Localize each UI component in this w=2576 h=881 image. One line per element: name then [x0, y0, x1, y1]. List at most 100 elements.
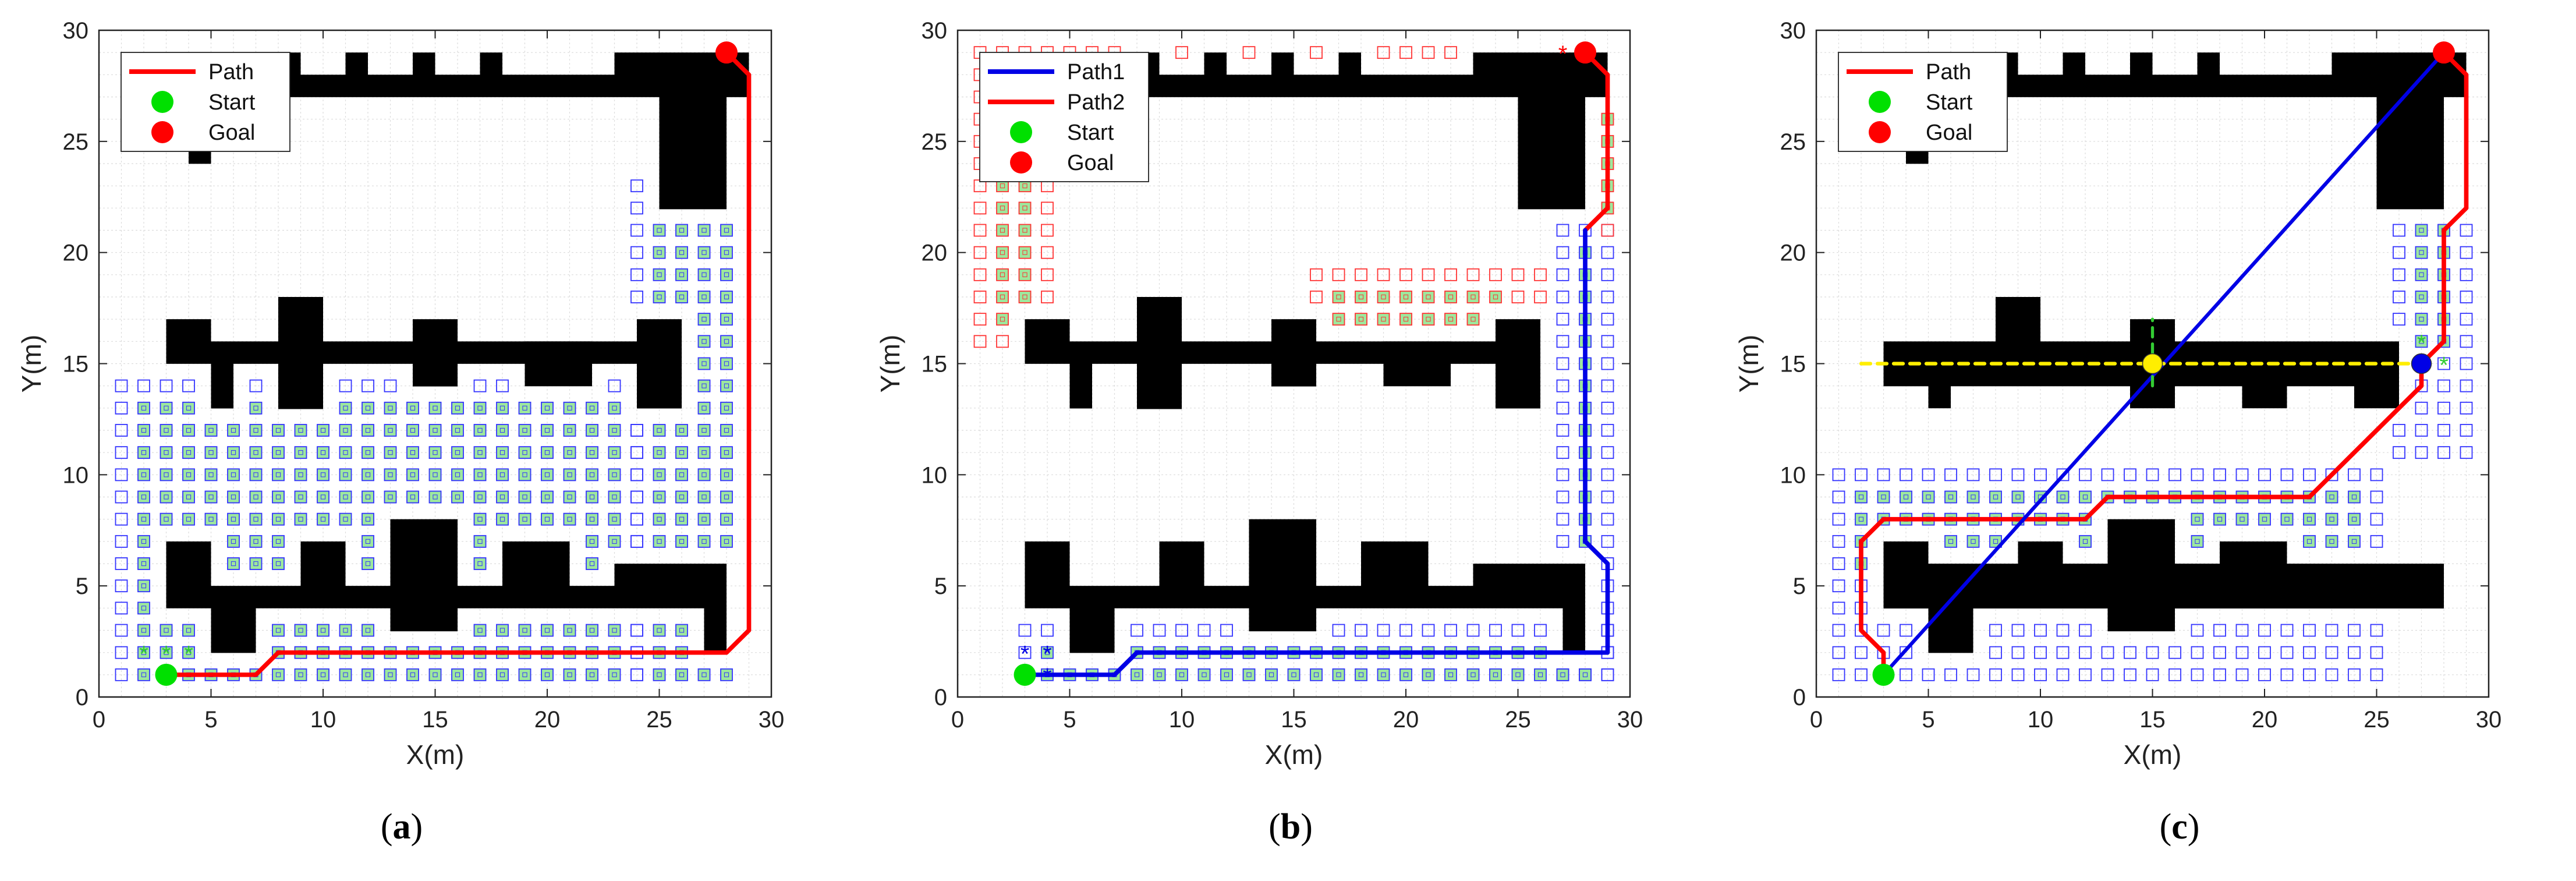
- closed-node-inner: [410, 672, 416, 677]
- open-node-marker: [1989, 646, 2002, 659]
- closed-node-inner: [522, 628, 527, 633]
- open-node-marker: [2235, 468, 2249, 482]
- open-node-marker: [1966, 668, 1980, 681]
- closed-node-inner: [679, 628, 685, 633]
- closed-node-marker: [675, 246, 688, 259]
- closed-node-inner: [589, 561, 595, 567]
- closed-node-marker: [496, 624, 509, 637]
- closed-node-marker: [1332, 668, 1345, 681]
- closed-node-inner: [724, 317, 729, 322]
- closed-node-inner: [679, 516, 685, 522]
- closed-node-marker: [653, 446, 666, 459]
- closed-node-marker: [249, 424, 263, 437]
- closed-node-inner: [724, 294, 729, 300]
- closed-node-marker: [675, 224, 688, 237]
- open-node-marker: [630, 512, 643, 526]
- closed-node-inner: [186, 450, 192, 455]
- closed-node-inner: [2217, 516, 2223, 522]
- obstacle: [1271, 319, 1316, 387]
- open-node-marker: [2034, 668, 2047, 681]
- closed-node-inner: [1358, 317, 1364, 322]
- closed-node-marker: [541, 401, 554, 415]
- obstacle: [278, 297, 323, 409]
- closed-node-inner: [208, 472, 214, 477]
- closed-node-marker: [1153, 668, 1166, 681]
- closed-node-marker: [1220, 668, 1233, 681]
- closed-node-marker: [317, 446, 329, 459]
- closed-node-inner: [365, 472, 371, 477]
- closed-node-inner: [2351, 516, 2357, 522]
- closed-node-marker: [2325, 490, 2338, 504]
- closed-node-marker: [586, 424, 598, 437]
- open-node-marker: [1832, 602, 1845, 615]
- y-tick-label: 0: [1793, 685, 1806, 710]
- closed-node-inner: [1022, 228, 1027, 233]
- closed-node-marker: [384, 668, 397, 681]
- closed-node-inner: [477, 472, 483, 477]
- star-marker: *: [139, 642, 148, 667]
- closed-node-marker: [675, 624, 688, 637]
- obstacle: [300, 541, 346, 586]
- open-node-marker: [1900, 668, 1912, 681]
- closed-node-marker: [249, 490, 263, 504]
- x-tick-label: 15: [422, 707, 448, 733]
- closed-node-marker: [362, 512, 374, 526]
- open-node-marker: [1832, 535, 1845, 548]
- open-node-marker: [1832, 579, 1845, 593]
- closed-node-inner: [208, 516, 214, 522]
- open-node-marker: [339, 379, 352, 392]
- open-node-marker: [1444, 268, 1457, 281]
- caption-c: (c): [2159, 807, 2200, 847]
- closed-node-marker: [496, 468, 509, 482]
- closed-node-inner: [208, 450, 214, 455]
- closed-node-inner: [1246, 672, 1252, 677]
- closed-node-inner: [477, 494, 483, 500]
- closed-node-marker: [227, 512, 240, 526]
- closed-node-marker: [160, 446, 173, 459]
- open-node-marker: [2146, 668, 2159, 681]
- x-tick-label: 30: [759, 707, 785, 733]
- closed-node-marker: [518, 468, 532, 482]
- closed-node-inner: [231, 561, 236, 567]
- closed-node-inner: [141, 650, 147, 655]
- y-tick-label: 15: [1780, 352, 1806, 377]
- closed-node-inner: [477, 539, 483, 544]
- closed-node-inner: [612, 450, 617, 455]
- x-tick-label: 10: [2028, 707, 2054, 733]
- closed-node-inner: [657, 294, 662, 300]
- open-node-marker: [2011, 624, 2025, 637]
- open-node-marker: [1489, 268, 1502, 281]
- closed-node-inner: [544, 472, 550, 477]
- open-node-marker: [1855, 646, 1868, 659]
- closed-node-inner: [1381, 672, 1386, 677]
- closed-node-marker: [384, 446, 397, 459]
- closed-node-inner: [275, 628, 281, 633]
- open-node-marker: [973, 224, 987, 237]
- open-node-marker: [630, 224, 643, 237]
- closed-node-inner: [320, 628, 326, 633]
- closed-node-inner: [724, 339, 729, 344]
- closed-node-inner: [679, 427, 685, 433]
- open-node-marker: [1601, 357, 1614, 370]
- closed-node-marker: [160, 624, 173, 637]
- closed-node-marker: [272, 424, 285, 437]
- legend-label: Start: [1926, 90, 1973, 115]
- closed-node-marker: [406, 446, 419, 459]
- closed-node-inner: [1537, 672, 1543, 677]
- open-node-marker: [2079, 646, 2092, 659]
- y-tick-label: 25: [922, 129, 948, 155]
- closed-node-inner: [499, 494, 505, 500]
- open-node-marker: [1989, 624, 2002, 637]
- closed-node-marker: [1041, 646, 1054, 659]
- closed-node-marker: [2258, 512, 2271, 526]
- closed-node-inner: [343, 628, 348, 633]
- closed-node-inner: [186, 650, 192, 655]
- closed-node-inner: [365, 561, 371, 567]
- closed-node-inner: [499, 427, 505, 433]
- closed-node-inner: [388, 672, 393, 677]
- open-node-marker: [115, 646, 128, 659]
- closed-node-marker: [406, 401, 419, 415]
- closed-node-inner: [544, 494, 550, 500]
- obstacle: [525, 341, 592, 387]
- closed-node-inner: [410, 472, 416, 477]
